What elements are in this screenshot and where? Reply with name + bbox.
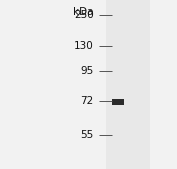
Text: 250: 250 (74, 10, 94, 20)
Text: 55: 55 (81, 130, 94, 140)
Text: 95: 95 (81, 66, 94, 76)
Text: 130: 130 (74, 41, 94, 51)
Bar (112, 99, 124, 105)
Text: 72: 72 (81, 96, 94, 106)
Text: kDa: kDa (73, 7, 94, 17)
Bar (106, 0, 150, 169)
